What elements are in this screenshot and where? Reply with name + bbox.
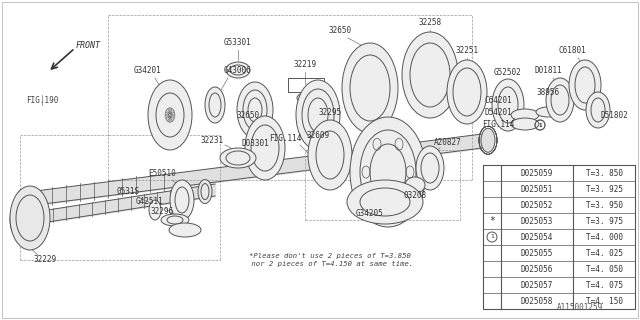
Ellipse shape: [546, 78, 574, 122]
Text: T=4. 050: T=4. 050: [586, 265, 623, 274]
Text: T=4. 025: T=4. 025: [586, 249, 623, 258]
Text: 32296: 32296: [150, 207, 173, 217]
Text: E50510: E50510: [148, 169, 176, 178]
Ellipse shape: [149, 200, 161, 220]
Text: D01811: D01811: [534, 66, 562, 75]
Ellipse shape: [17, 190, 27, 210]
Text: *Please don't use 2 pieces of T=3.850
 nor 2 pieces of T=4.150 at same time.: *Please don't use 2 pieces of T=3.850 no…: [247, 253, 413, 267]
Text: D025052: D025052: [521, 201, 553, 210]
Bar: [288, 78, 324, 92]
Bar: [483, 165, 635, 309]
Text: T=3. 975: T=3. 975: [586, 217, 623, 226]
Text: 32650: 32650: [236, 110, 260, 119]
Text: D03301: D03301: [241, 139, 269, 148]
Ellipse shape: [10, 186, 50, 250]
Text: FIG.114: FIG.114: [269, 133, 301, 142]
Text: G53301: G53301: [224, 37, 252, 46]
Text: T=4. 150: T=4. 150: [586, 297, 623, 306]
Text: D025058: D025058: [521, 297, 553, 306]
Ellipse shape: [220, 148, 256, 168]
Text: D025059: D025059: [521, 169, 553, 178]
Ellipse shape: [205, 87, 225, 123]
Text: G52502: G52502: [494, 68, 522, 76]
Text: D025055: D025055: [521, 249, 553, 258]
Text: G34201: G34201: [134, 66, 162, 75]
Text: T=3. 925: T=3. 925: [586, 185, 623, 194]
Text: T=3. 850: T=3. 850: [586, 169, 623, 178]
Text: 03208: 03208: [403, 191, 427, 201]
Ellipse shape: [297, 93, 313, 103]
Ellipse shape: [447, 60, 487, 124]
Ellipse shape: [492, 79, 524, 131]
Ellipse shape: [511, 109, 539, 121]
Ellipse shape: [481, 128, 495, 152]
Ellipse shape: [296, 80, 340, 150]
Text: C64201: C64201: [484, 95, 512, 105]
Text: D025053: D025053: [521, 217, 553, 226]
Text: 32219: 32219: [293, 60, 317, 68]
Ellipse shape: [161, 214, 189, 226]
Text: C61801: C61801: [558, 45, 586, 54]
Ellipse shape: [511, 118, 539, 130]
Text: D025057: D025057: [521, 281, 553, 290]
Text: FIG.190: FIG.190: [26, 95, 58, 105]
Text: A115001259: A115001259: [557, 303, 603, 313]
Text: D51802: D51802: [600, 110, 628, 119]
Ellipse shape: [148, 80, 192, 150]
Ellipse shape: [17, 197, 27, 217]
Text: T=4. 000: T=4. 000: [586, 233, 623, 242]
Text: T=3. 950: T=3. 950: [586, 201, 623, 210]
Ellipse shape: [569, 60, 601, 110]
Text: 32650: 32650: [328, 26, 351, 35]
Text: G42511: G42511: [136, 197, 164, 206]
Ellipse shape: [245, 116, 285, 180]
Ellipse shape: [198, 180, 212, 204]
Text: D025056: D025056: [521, 265, 553, 274]
Text: 32258: 32258: [419, 18, 442, 27]
Ellipse shape: [342, 43, 398, 133]
Text: 32251: 32251: [456, 45, 479, 54]
Text: 32229: 32229: [33, 255, 56, 265]
Text: 0531S: 0531S: [116, 188, 140, 196]
Text: D025054: D025054: [521, 233, 553, 242]
Ellipse shape: [405, 177, 425, 193]
Ellipse shape: [536, 107, 560, 117]
Ellipse shape: [347, 180, 423, 224]
Text: FIG.114: FIG.114: [482, 119, 514, 129]
Ellipse shape: [308, 120, 352, 190]
Text: 32231: 32231: [200, 135, 223, 145]
Ellipse shape: [586, 92, 610, 128]
Ellipse shape: [169, 223, 201, 237]
Text: D025051: D025051: [521, 185, 553, 194]
Text: 1: 1: [538, 123, 542, 127]
Text: D54201: D54201: [484, 108, 512, 116]
Text: 1: 1: [538, 123, 541, 127]
Text: A20827: A20827: [434, 138, 462, 147]
Ellipse shape: [10, 200, 34, 240]
Text: 1: 1: [490, 235, 494, 239]
Ellipse shape: [170, 180, 194, 220]
Text: 32295: 32295: [319, 108, 342, 116]
Ellipse shape: [226, 62, 250, 78]
Ellipse shape: [402, 32, 458, 118]
Text: 38956: 38956: [536, 87, 559, 97]
Text: T=4. 075: T=4. 075: [586, 281, 623, 290]
Text: G34205: G34205: [356, 210, 384, 219]
Ellipse shape: [350, 117, 426, 227]
Ellipse shape: [416, 146, 444, 190]
Text: 32609: 32609: [307, 131, 330, 140]
Ellipse shape: [237, 82, 273, 138]
Text: FRONT: FRONT: [76, 41, 100, 50]
Text: *: *: [489, 216, 495, 226]
Text: G43006: G43006: [224, 66, 252, 75]
